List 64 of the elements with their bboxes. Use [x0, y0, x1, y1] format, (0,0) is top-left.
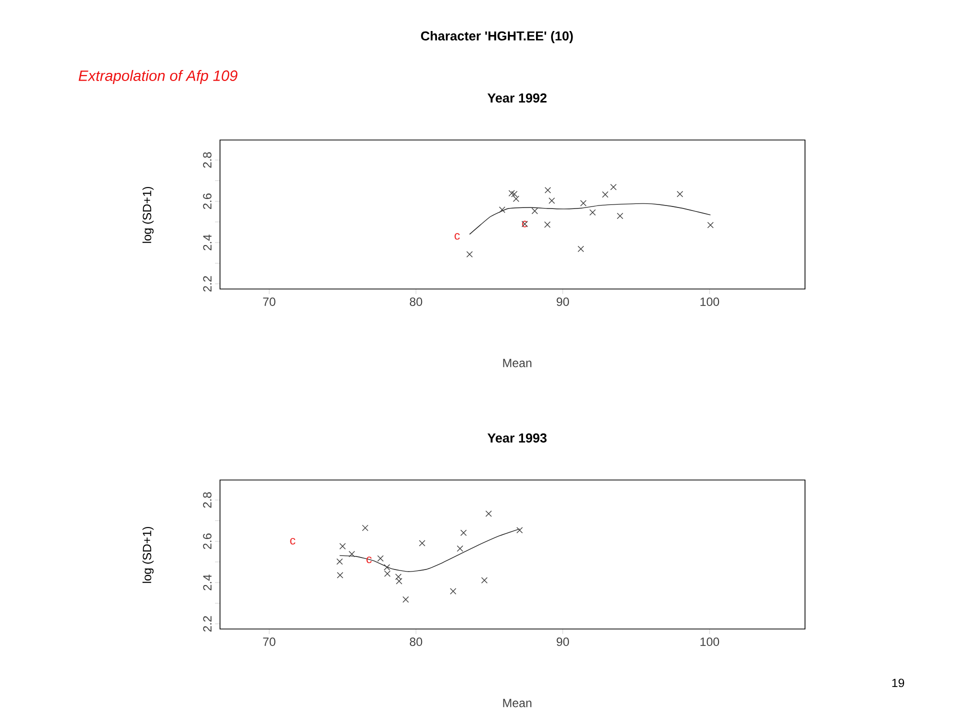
point — [498, 206, 506, 213]
point — [348, 550, 356, 558]
point — [516, 526, 523, 534]
x-tick-label: 80 — [410, 638, 422, 646]
point — [616, 212, 624, 220]
point — [466, 251, 473, 258]
y-tick-label: 2.4 — [203, 234, 212, 250]
point — [336, 572, 344, 578]
point — [402, 596, 409, 603]
point — [544, 186, 551, 194]
point — [580, 200, 587, 206]
point — [456, 545, 464, 552]
x-tick-label: 70 — [263, 638, 276, 646]
point — [610, 184, 617, 190]
line-series — [339, 528, 520, 572]
x-axis-title: Mean — [503, 698, 532, 708]
annotation: c — [290, 538, 296, 545]
point — [707, 222, 714, 228]
point — [578, 246, 584, 252]
point — [384, 564, 390, 570]
y-tick-label: 2.2 — [203, 616, 212, 632]
text: 19 — [892, 678, 904, 688]
x-tick-label: 90 — [556, 298, 569, 306]
y-axis-title: log (SD+1) — [142, 186, 154, 243]
x-tick-label: 90 — [556, 638, 569, 646]
point — [511, 190, 518, 198]
annotation: c — [454, 233, 460, 240]
point — [418, 540, 426, 546]
y-tick-label: 2.6 — [203, 194, 212, 210]
point — [384, 570, 391, 577]
point — [676, 190, 684, 198]
point — [548, 198, 555, 204]
point — [377, 555, 384, 562]
x-tick-label: 70 — [263, 298, 276, 306]
y-tick-label: 2.8 — [203, 492, 212, 508]
point — [508, 190, 515, 196]
x-axis-title: Mean — [503, 358, 532, 368]
chart-title: Character 'HGHT.EE' (10) — [421, 31, 573, 44]
point — [589, 209, 596, 216]
point — [602, 191, 608, 198]
point — [460, 530, 467, 536]
y-axis-title: log (SD+1) — [142, 526, 154, 583]
line-series — [469, 203, 711, 235]
y-tick-label: 2.2 — [203, 276, 212, 292]
point — [339, 543, 346, 550]
point — [544, 221, 551, 228]
y-tick-label: 2.6 — [203, 534, 212, 550]
y-tick-label: 2.4 — [203, 574, 212, 590]
point — [336, 558, 343, 565]
chart-subtitle: Year 1993 — [488, 433, 547, 443]
x-tick-label: 100 — [700, 638, 720, 646]
point — [481, 577, 488, 584]
chart-subtitle: Year 1992 — [488, 93, 547, 103]
text: Extrapolation of Afp 109 — [78, 70, 238, 84]
x-tick-label: 100 — [700, 298, 720, 306]
point — [362, 524, 368, 532]
point — [450, 588, 456, 594]
point — [485, 510, 492, 517]
y-tick-label: 2.8 — [203, 152, 212, 168]
x-tick-label: 80 — [410, 298, 422, 306]
point — [396, 578, 402, 584]
point — [512, 196, 520, 202]
point — [395, 574, 402, 580]
point — [532, 208, 538, 214]
